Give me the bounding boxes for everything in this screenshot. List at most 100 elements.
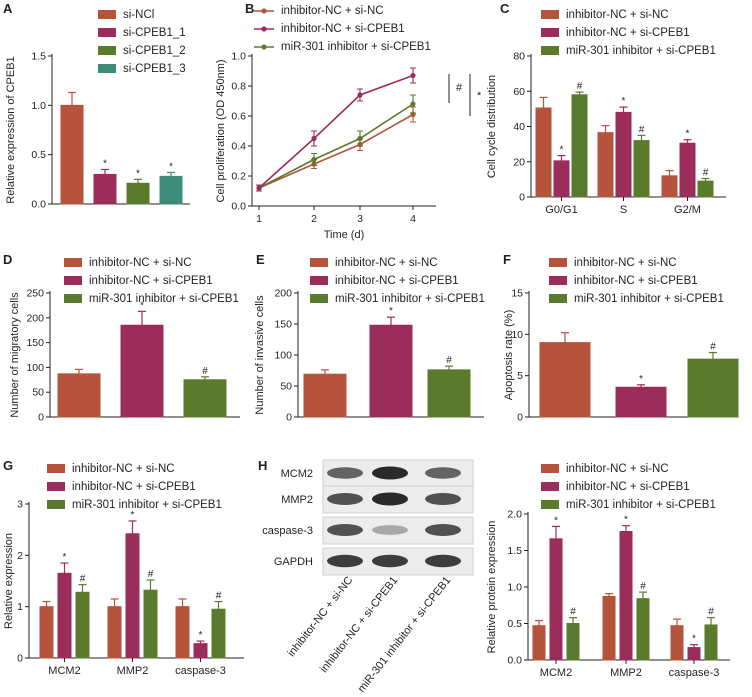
panel-b-xtick-label: 4: [410, 213, 416, 225]
significance-mark: #: [639, 124, 645, 135]
significance-mark: *: [554, 515, 558, 526]
panel-h-ytick-label: 1.5: [507, 545, 522, 557]
panel-b-xtick-label: 3: [357, 213, 363, 225]
panel-e-bar: [427, 369, 471, 418]
panel-b-legend-marker: [261, 8, 267, 14]
panel-b-point: [311, 135, 317, 142]
panel-c-ytick-label: 80: [513, 51, 525, 63]
blot-band: [425, 467, 461, 479]
panel-b-point: [256, 185, 262, 191]
panel-g-label: G: [3, 458, 13, 473]
panel-h-legend-swatch: [541, 464, 559, 473]
significance-mark: *: [136, 168, 140, 179]
panel-e-ytick-label: 50: [280, 381, 292, 393]
panel-g-bar: [193, 643, 208, 659]
panel-h-bar: [602, 595, 616, 661]
panel-f-bar: [615, 386, 667, 418]
panel-d-legend-label: miR-301 inhibitor + si-CPEB1: [89, 293, 239, 305]
panel-f-ytick-label: 10: [511, 329, 523, 341]
panel-d-ylabel: Number of migratory cells: [9, 292, 21, 418]
panel-g-bar: [143, 589, 158, 659]
panel-f-ytick-label: 5: [517, 370, 523, 382]
blot-row-label: MCM2: [281, 468, 313, 480]
significance-mark: #: [577, 81, 583, 92]
significance-mark: #: [710, 342, 716, 353]
significance-mark: *: [624, 515, 628, 526]
panel-d-bar: [183, 379, 227, 418]
significance-mark: #: [216, 591, 222, 602]
panel-d-ytick-label: 250: [26, 288, 44, 300]
panel-c-legend-label: inhibitor-NC + si-NC: [566, 9, 669, 21]
panel-a-legend-swatch: [98, 28, 116, 37]
panel-b-legend-label: inhibitor-NC + si-CPEB1: [281, 23, 405, 35]
panel-g-xtick-label: caspase-3: [175, 665, 226, 677]
panel-d-legend-label: inhibitor-NC + si-NC: [89, 257, 192, 269]
panel-c-bar: [571, 94, 588, 198]
blot-band: [327, 493, 363, 505]
blot-band: [425, 554, 461, 568]
panel-e-legend-swatch: [310, 276, 328, 285]
panel-f-ylabel: Apoptosis rate (%): [503, 310, 515, 400]
panel-h-ytick-label: 0.0: [507, 655, 522, 667]
panel-d-legend-label: inhibitor-NC + si-CPEB1: [89, 275, 213, 287]
panel-b-point: [357, 92, 363, 98]
panel-f-bar: [687, 358, 739, 418]
panel-c-ytick-label: 20: [513, 156, 525, 168]
panel-b-legend-label: miR-301 inhibitor + si-CPEB1: [281, 41, 431, 53]
panel-e-bar: [303, 373, 347, 418]
panel-a-ytick-label: 1.5: [31, 51, 46, 63]
significance-mark: *: [131, 510, 135, 521]
panel-h-legend-label: inhibitor-NC + si-NC: [566, 463, 669, 475]
panel-e-legend-swatch: [310, 294, 328, 303]
panel-b-series-line: [258, 74, 414, 189]
panel-h-bar: [619, 531, 633, 661]
panel-b-legend-marker: [261, 44, 267, 50]
panel-c-ytick-label: 40: [513, 121, 525, 133]
panel-h-bar: [704, 624, 718, 661]
blot-band: [372, 466, 408, 480]
panel-c-xtick-label: S: [620, 204, 627, 216]
panel-h-ytick-label: 2.0: [507, 509, 522, 521]
panel-e-ytick-label: 200: [274, 288, 292, 300]
significance-mark: *: [199, 630, 203, 641]
panel-f-label: F: [503, 252, 511, 267]
panel-e-ytick-label: 150: [274, 319, 292, 331]
panel-c-label: C: [500, 1, 510, 16]
panel-c-bar: [597, 132, 614, 198]
panel-d-legend-swatch: [64, 294, 82, 303]
blot-row-label: GAPDH: [274, 556, 313, 568]
panel-e-legend-label: miR-301 inhibitor + si-CPEB1: [335, 293, 485, 305]
panel-h-label: H: [258, 458, 267, 473]
panel-h-legend-swatch: [541, 482, 559, 491]
panel-h-ylabel: Relative protein expression: [486, 521, 498, 654]
panel-f-ytick-label: 15: [511, 288, 523, 300]
panel-g-ylabel: Relative expression: [3, 533, 15, 629]
panel-c-legend-swatch: [541, 46, 559, 55]
panel-c-ytick-label: 60: [513, 86, 525, 98]
panel-h-ytick-label: 1.0: [507, 582, 522, 594]
panel-c-bar: [633, 140, 650, 198]
panel-e-bar: [369, 324, 413, 418]
panel-g-bar: [57, 572, 72, 659]
panel-b-ytick-label: 0.8: [231, 81, 246, 93]
panel-f-legend-label: miR-301 inhibitor + si-CPEB1: [574, 293, 724, 305]
panel-h-ytick-label: 0.5: [507, 618, 522, 630]
panel-d-ytick-label: 100: [26, 362, 44, 374]
panel-c-bar: [661, 175, 678, 198]
panel-g-bar: [175, 606, 190, 659]
panel-e-legend-label: inhibitor-NC + si-CPEB1: [335, 275, 459, 287]
panel-e-ytick-label: 0: [286, 412, 292, 424]
panel-a-legend-swatch: [98, 10, 116, 19]
panel-b-legend-label: inhibitor-NC + si-NC: [281, 5, 384, 17]
blot-band: [425, 524, 461, 536]
panel-b-legend-marker: [261, 26, 267, 32]
panel-b-point: [357, 135, 363, 142]
panel-b-point: [410, 101, 416, 107]
significance-mark: #: [202, 366, 208, 377]
panel-f-ytick-label: 0: [517, 412, 523, 424]
panel-h-xtick-label: MMP2: [610, 667, 642, 679]
blot-band: [327, 467, 363, 479]
panel-c-legend-swatch: [541, 28, 559, 37]
panel-e-ytick-label: 100: [274, 350, 292, 362]
panel-a-bar: [159, 175, 183, 205]
